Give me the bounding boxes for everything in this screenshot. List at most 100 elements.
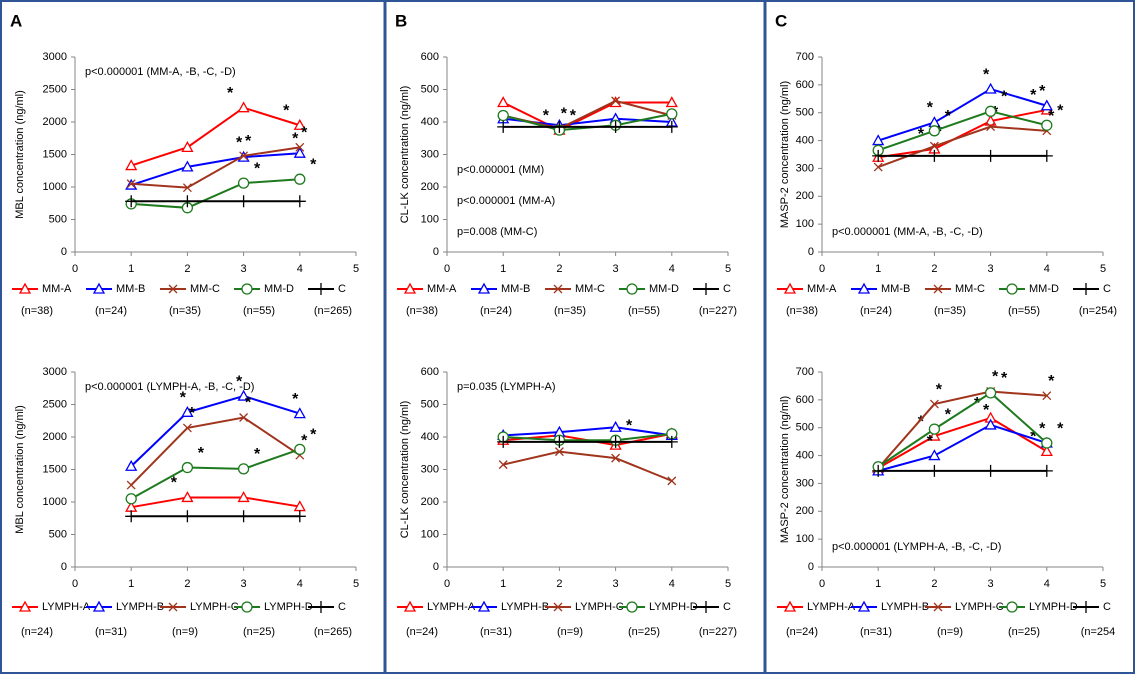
y-tick-label: 1500 [43,463,67,475]
data-point [984,114,997,126]
y-tick-label: 1000 [43,496,67,508]
x-tick-label: 0 [72,578,78,590]
legend-label: LYMPH-D [264,601,313,613]
significance-star: * [983,66,990,83]
sample-size: (n=9) [172,626,198,638]
data-point [293,195,306,208]
data-point [182,183,192,193]
data-point [237,510,250,523]
significance-star: * [1039,83,1046,100]
legend-marker [783,282,797,294]
data-point [665,120,678,133]
legend-marker [403,282,417,294]
legend-label: LYMPH-D [1029,601,1078,613]
x-tick-label: 3 [241,263,247,275]
legend-label: LYMPH-A [42,601,91,613]
significance-star: * [198,445,205,462]
legend-label: MM-C [955,283,985,295]
series-line [502,450,673,482]
significance-star: * [292,130,299,147]
significance-star: * [1030,429,1037,446]
series-line [130,106,301,167]
legend-marker [477,282,491,294]
x-tick-label: 3 [613,578,619,590]
legend-marker [1080,601,1092,613]
series-line [131,178,300,209]
data-point [609,420,622,432]
x-tick-label: 2 [931,263,937,275]
data-point [928,464,941,477]
y-tick-label: 300 [796,162,814,174]
legend-label: LYMPH-A [427,601,476,613]
data-point [125,459,138,471]
legend-label: MM-D [649,283,679,295]
data-point [609,120,622,133]
sample-size: (n=31) [860,626,892,638]
sample-size: (n=38) [786,305,818,317]
significance-star: * [945,406,952,423]
x-tick-label: 4 [669,263,675,275]
significance-star: * [245,395,252,412]
data-point [126,480,136,490]
annotation: p<0.000001 (MM-A, -B, -C, -D) [832,226,983,238]
legend-label: MM-A [42,283,72,295]
legend-marker [241,601,253,613]
sample-size: (n=9) [557,626,583,638]
y-axis-label: CL-LK concentration (ng/ml) [399,86,411,224]
data-point [293,146,306,158]
annotation: p<0.000001 (MM) [457,164,544,176]
legend-label: LYMPH-B [501,601,549,613]
data-point [294,443,306,456]
legend-marker [857,282,871,294]
series-line [503,432,672,442]
annotation: p=0.008 (MM-C) [457,226,537,238]
y-tick-label: 300 [796,477,814,489]
x-tick-label: 5 [353,263,359,275]
x-tick-label: 5 [725,578,731,590]
y-tick-label: 600 [796,79,814,91]
y-tick-label: 100 [421,528,439,540]
y-tick-label: 400 [796,134,814,146]
data-point [1042,391,1052,401]
x-tick-label: 4 [669,578,675,590]
sample-size: (n=24) [860,305,892,317]
significance-star: * [974,395,981,412]
data-point [872,464,885,477]
legend-label: MM-D [264,283,294,295]
series-line [877,87,1048,142]
x-tick-label: 0 [819,263,825,275]
sample-size: (n=265) [314,305,352,317]
data-point [667,476,677,486]
data-point [237,195,250,208]
series-line [877,110,1048,152]
y-tick-label: 2000 [43,431,67,443]
data-point [984,464,997,477]
y-tick-label: 500 [796,107,814,119]
series-line [130,448,301,500]
significance-star: * [927,100,934,117]
y-tick-label: 600 [796,394,814,406]
legend-label: LYMPH-A [807,601,856,613]
annotation: p<0.000001 (MM-A, -B, -C, -D) [85,66,236,78]
data-point [125,195,138,208]
data-point [181,141,194,152]
significance-star: * [301,125,308,142]
significance-star: * [301,432,308,449]
y-tick-label: 100 [796,218,814,230]
data-point [928,149,941,162]
data-point [928,429,941,441]
data-point [181,491,194,503]
legend-marker [700,283,712,295]
x-tick-label: 5 [725,263,731,275]
significance-star: * [254,446,261,463]
significance-star: * [1030,87,1037,104]
sample-size: (n=31) [95,626,127,638]
series-line [502,101,672,132]
series-line [877,391,1048,468]
significance-star: * [992,369,999,386]
y-tick-label: 2000 [43,116,67,128]
x-tick-label: 5 [1100,578,1106,590]
y-tick-label: 100 [796,533,814,545]
y-tick-label: 0 [61,246,67,258]
x-tick-label: 4 [297,263,303,275]
